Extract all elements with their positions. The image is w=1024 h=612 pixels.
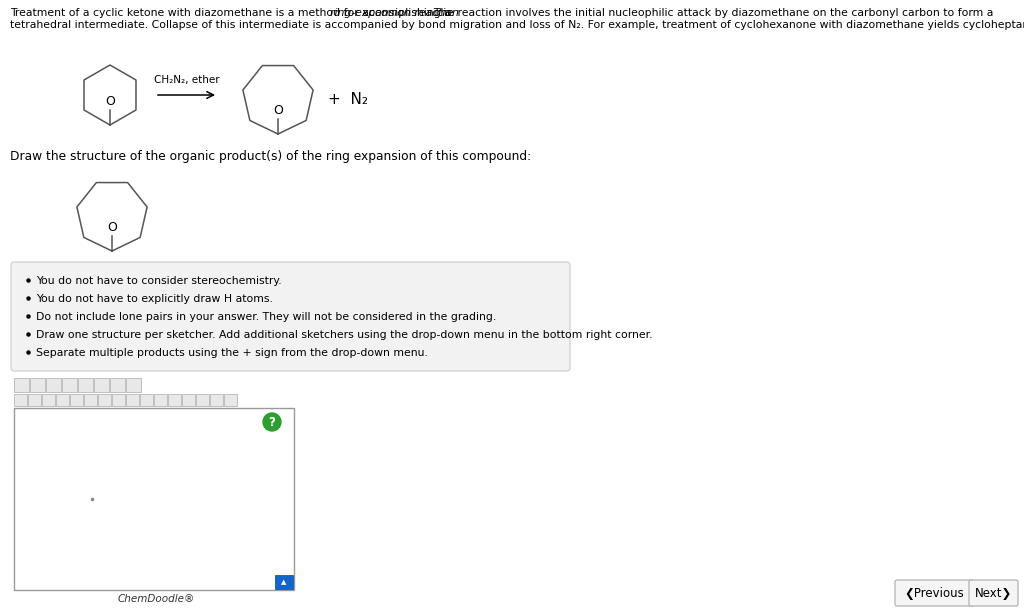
Text: Treatment of a cyclic ketone with diazomethane is a method for accomplishing a: Treatment of a cyclic ketone with diazom… — [10, 8, 455, 18]
FancyBboxPatch shape — [969, 580, 1018, 606]
Text: +  N₂: + N₂ — [328, 92, 368, 108]
FancyBboxPatch shape — [56, 394, 69, 406]
FancyBboxPatch shape — [98, 394, 111, 406]
FancyBboxPatch shape — [126, 378, 141, 392]
FancyBboxPatch shape — [28, 394, 41, 406]
FancyBboxPatch shape — [110, 378, 125, 392]
FancyBboxPatch shape — [126, 394, 139, 406]
Text: ring-expansion reaction: ring-expansion reaction — [330, 8, 459, 18]
Text: Draw the structure of the organic product(s) of the ring expansion of this compo: Draw the structure of the organic produc… — [10, 150, 531, 163]
FancyBboxPatch shape — [14, 378, 29, 392]
Text: CH₂N₂, ether: CH₂N₂, ether — [154, 75, 219, 85]
FancyBboxPatch shape — [42, 394, 55, 406]
Text: You do not have to explicitly draw H atoms.: You do not have to explicitly draw H ato… — [36, 294, 272, 304]
FancyBboxPatch shape — [210, 394, 223, 406]
Text: Do not include lone pairs in your answer. They will not be considered in the gra: Do not include lone pairs in your answer… — [36, 312, 497, 322]
Text: tetrahedral intermediate. Collapse of this intermediate is accompanied by bond m: tetrahedral intermediate. Collapse of th… — [10, 20, 1024, 30]
Text: O: O — [273, 104, 283, 117]
FancyBboxPatch shape — [62, 378, 77, 392]
FancyBboxPatch shape — [30, 378, 45, 392]
Text: You do not have to consider stereochemistry.: You do not have to consider stereochemis… — [36, 276, 282, 286]
FancyBboxPatch shape — [168, 394, 181, 406]
FancyBboxPatch shape — [46, 378, 61, 392]
Text: O: O — [105, 95, 115, 108]
Text: Draw one structure per sketcher. Add additional sketchers using the drop-down me: Draw one structure per sketcher. Add add… — [36, 330, 652, 340]
FancyBboxPatch shape — [112, 394, 125, 406]
Text: ChemDoodle®: ChemDoodle® — [118, 594, 195, 604]
Text: ❮Previous: ❮Previous — [904, 586, 965, 600]
FancyBboxPatch shape — [154, 394, 167, 406]
FancyBboxPatch shape — [182, 394, 195, 406]
FancyBboxPatch shape — [78, 378, 93, 392]
Text: ▲: ▲ — [282, 579, 287, 585]
FancyBboxPatch shape — [94, 378, 109, 392]
FancyBboxPatch shape — [140, 394, 153, 406]
FancyBboxPatch shape — [11, 262, 570, 371]
FancyBboxPatch shape — [275, 575, 293, 589]
FancyBboxPatch shape — [196, 394, 209, 406]
FancyBboxPatch shape — [895, 580, 974, 606]
Circle shape — [263, 413, 281, 431]
FancyBboxPatch shape — [14, 408, 294, 590]
Text: Next❯: Next❯ — [975, 586, 1012, 600]
FancyBboxPatch shape — [70, 394, 83, 406]
Text: O: O — [108, 221, 117, 234]
FancyBboxPatch shape — [224, 394, 237, 406]
Text: ?: ? — [268, 416, 275, 428]
FancyBboxPatch shape — [84, 394, 97, 406]
FancyBboxPatch shape — [14, 394, 27, 406]
Text: Separate multiple products using the + sign from the drop-down menu.: Separate multiple products using the + s… — [36, 348, 428, 358]
Text: . The reaction involves the initial nucleophilic attack by diazomethane on the c: . The reaction involves the initial nucl… — [427, 8, 993, 18]
